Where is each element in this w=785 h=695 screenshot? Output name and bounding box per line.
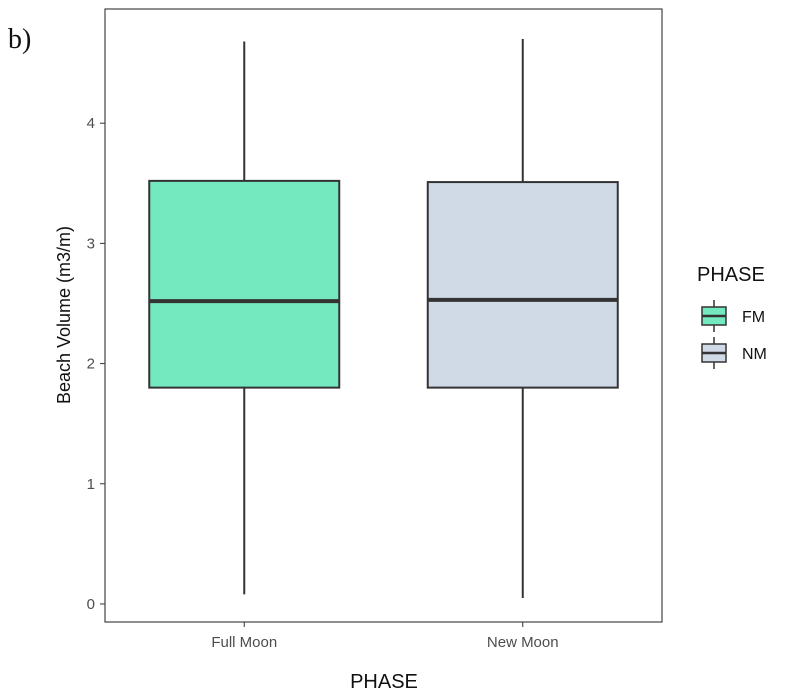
- y-tick-label: 2: [87, 356, 95, 373]
- legend-item-fm: FM: [701, 300, 765, 332]
- y-tick-label: 3: [87, 235, 95, 252]
- legend-item-nm: NM: [701, 337, 767, 369]
- box-fm: [148, 41, 341, 595]
- box-series: [148, 39, 619, 598]
- legend-title: PHASE: [697, 264, 765, 286]
- x-axis: Full Moon New Moon: [211, 622, 559, 651]
- y-axis: 0 1 2 3 4: [87, 115, 105, 613]
- y-tick-label: 1: [87, 476, 95, 493]
- x-axis-title: PHASE: [350, 671, 418, 693]
- x-tick-label: Full Moon: [211, 634, 277, 651]
- plot-panel-border: [104, 8, 663, 623]
- panel-label: b): [8, 24, 31, 55]
- box-nm: [426, 39, 619, 598]
- y-axis-title: Beach Volume (m3/m): [54, 226, 74, 404]
- interquartile-box: [148, 179, 341, 389]
- legend-label: NM: [742, 346, 767, 363]
- y-tick-label: 0: [87, 596, 95, 613]
- y-tick-label: 4: [87, 115, 95, 132]
- legend: FM NM: [701, 300, 767, 369]
- legend-label: FM: [742, 309, 765, 326]
- x-tick-label: New Moon: [487, 634, 559, 651]
- interquartile-box: [426, 181, 619, 389]
